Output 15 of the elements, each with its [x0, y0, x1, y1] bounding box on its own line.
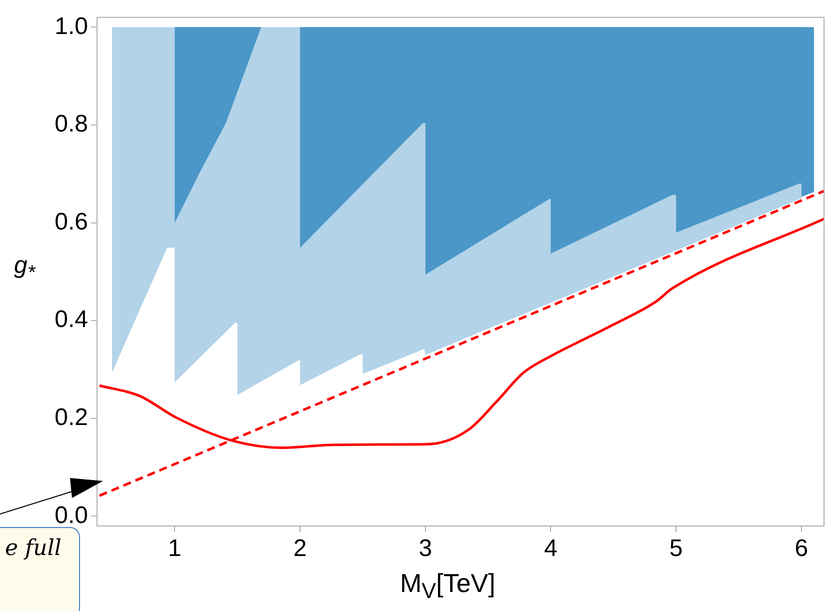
- x-tick-label: 5: [669, 535, 683, 562]
- x-tick-label: 3: [418, 535, 432, 562]
- y-tick-label: 0.8: [54, 110, 88, 138]
- note-box: e full: [0, 527, 80, 611]
- x-axis-title: M$_{V}$[TeV]: [400, 568, 496, 604]
- x-tick-label: 6: [794, 535, 808, 562]
- y-tick-label: 0.6: [54, 208, 88, 236]
- y-tick-label: 0.0: [54, 502, 88, 529]
- x-tick-label: 2: [293, 535, 307, 562]
- x-tick-label: 4: [544, 535, 558, 562]
- y-tick-label: 1.0: [54, 12, 88, 40]
- y-tick-label: 0.2: [54, 404, 88, 432]
- y-tick-label: 0.4: [54, 306, 88, 334]
- y-axis-title: g$_{*}$: [14, 252, 36, 285]
- x-tick-label: 1: [168, 535, 182, 562]
